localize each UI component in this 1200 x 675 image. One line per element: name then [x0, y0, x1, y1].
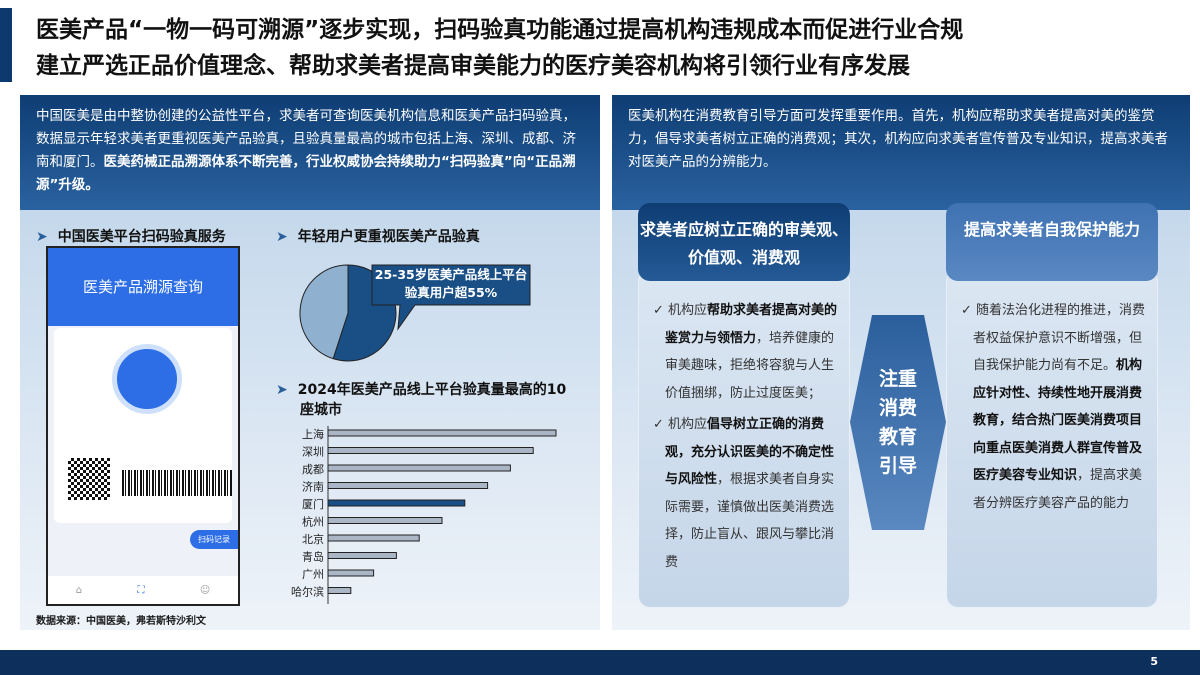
scan-record-button: 扫码记录: [190, 530, 238, 549]
pie-chart: [299, 264, 531, 362]
bar: [327, 534, 420, 542]
bar-label: 厦门: [302, 497, 324, 511]
bar: [327, 482, 489, 489]
bar-label: 哈尔滨: [291, 585, 324, 599]
bar-label: 杭州: [302, 515, 324, 529]
bullet-item: ✓ 机构应帮助求美者提高对美的鉴赏力与领悟力，培养健康的审美趣味，拒绝将容貌与人…: [653, 303, 838, 401]
intro-bold-text: 医美药械正品溯源体系不断完善，行业权威协会持续助力“扫码验真”向“正品溯源”升级…: [36, 154, 576, 193]
phone-nav-bar: ⌂ ⛶ ☺: [48, 576, 238, 604]
phone-screenshot: 医美产品溯源查询 扫码记录 ⌂ ⛶ ☺: [46, 246, 240, 606]
bar-label: 深圳: [302, 446, 324, 459]
bar: [327, 569, 375, 577]
self-protection-card-title: 提高求美者自我保护能力: [946, 203, 1158, 281]
bar-label: 广州: [302, 568, 324, 581]
center-hexagon: [850, 315, 946, 530]
pie-slice: [299, 264, 349, 360]
bar: [327, 447, 534, 454]
check-icon: ✓: [653, 417, 669, 432]
phone-app-title: 医美产品溯源查询: [48, 248, 238, 326]
bar-label: 青岛: [302, 550, 324, 564]
bar: [327, 464, 511, 472]
bar-label: 北京: [302, 532, 324, 546]
scan-button-icon: [112, 344, 182, 414]
bar: [327, 587, 352, 594]
bullet-item: ✓ 机构应倡导树立正确的消费观，充分认识医美的不确定性与风险性，根据求美者自身实…: [653, 417, 835, 570]
self-protection-card: ✓ 随着法治化进程的推进，消费者权益保护意识不断增强，但自我保护能力尚有不足。机…: [946, 270, 1158, 608]
bar-label: 成都: [302, 463, 324, 476]
footer-bar: [0, 650, 1200, 675]
bar: [327, 517, 443, 524]
section-heading-top-cities: ➤ 2024年医美产品线上平台验真量最高的10座城市: [276, 382, 567, 418]
page-title-line1: 医美产品“一物一码可溯源”逐步实现，扫码验真功能通过提高机构违规成本而促进行业合…: [36, 17, 964, 43]
check-icon: ✓: [961, 303, 977, 318]
arrow-icon: ➤: [276, 229, 288, 245]
bar-label: 济南: [302, 480, 324, 494]
callout-box: [371, 264, 531, 331]
left-intro: 中国医美是由中整协创建的公益性平台，求美者可查询医美机构信息和医美产品扫码验真，…: [20, 95, 600, 210]
section-heading-scan: ➤ 中国医美平台扫码验真服务: [36, 229, 226, 245]
aesthetics-card: ✓ 机构应帮助求美者提高对美的鉴赏力与领悟力，培养健康的审美趣味，拒绝将容貌与人…: [638, 270, 850, 608]
data-source: 数据来源：中国医美，弗若斯特沙利文: [36, 616, 206, 627]
arrow-icon: ➤: [276, 382, 288, 398]
page-title-line2: 建立严选正品价值理念、帮助求美者提高审美能力的医疗美容机构将引领行业有序发展: [36, 53, 910, 79]
user-icon: ☺: [199, 584, 211, 596]
page-number: 5: [1150, 655, 1158, 668]
bullet-item: ✓ 随着法治化进程的推进，消费者权益保护意识不断增强，但自我保护能力尚有不足。机…: [961, 303, 1146, 511]
arrow-icon: ➤: [36, 229, 48, 245]
bar: [327, 499, 466, 507]
pie-callout-text: 25-35岁医美产品线上平台验真用户超55%: [374, 267, 528, 300]
bar: [327, 429, 557, 437]
section-heading-young-users: ➤ 年轻用户更重视医美产品验真: [276, 229, 480, 245]
check-icon: ✓: [653, 303, 669, 318]
home-icon: ⌂: [75, 584, 83, 596]
aesthetics-card-title: 求美者应树立正确的审美观、价值观、消费观: [638, 203, 850, 281]
scan-icon: ⛶: [137, 584, 145, 596]
title-accent-bar: [0, 8, 12, 82]
center-label: 注重消费教育引导: [878, 368, 917, 477]
bar-label: 上海: [302, 427, 324, 441]
right-intro: 医美机构在消费教育引导方面可发挥重要作用。首先，机构应帮助求美者提高对美的鉴赏力…: [612, 95, 1190, 210]
qr-code-icon: [68, 458, 110, 500]
scan-card: [54, 328, 232, 523]
intro-text: 中国医美是由中整协创建的公益性平台，求美者可查询医美机构信息和医美产品扫码验真，…: [36, 108, 576, 170]
bar: [327, 552, 397, 559]
barcode-icon: [122, 470, 232, 496]
